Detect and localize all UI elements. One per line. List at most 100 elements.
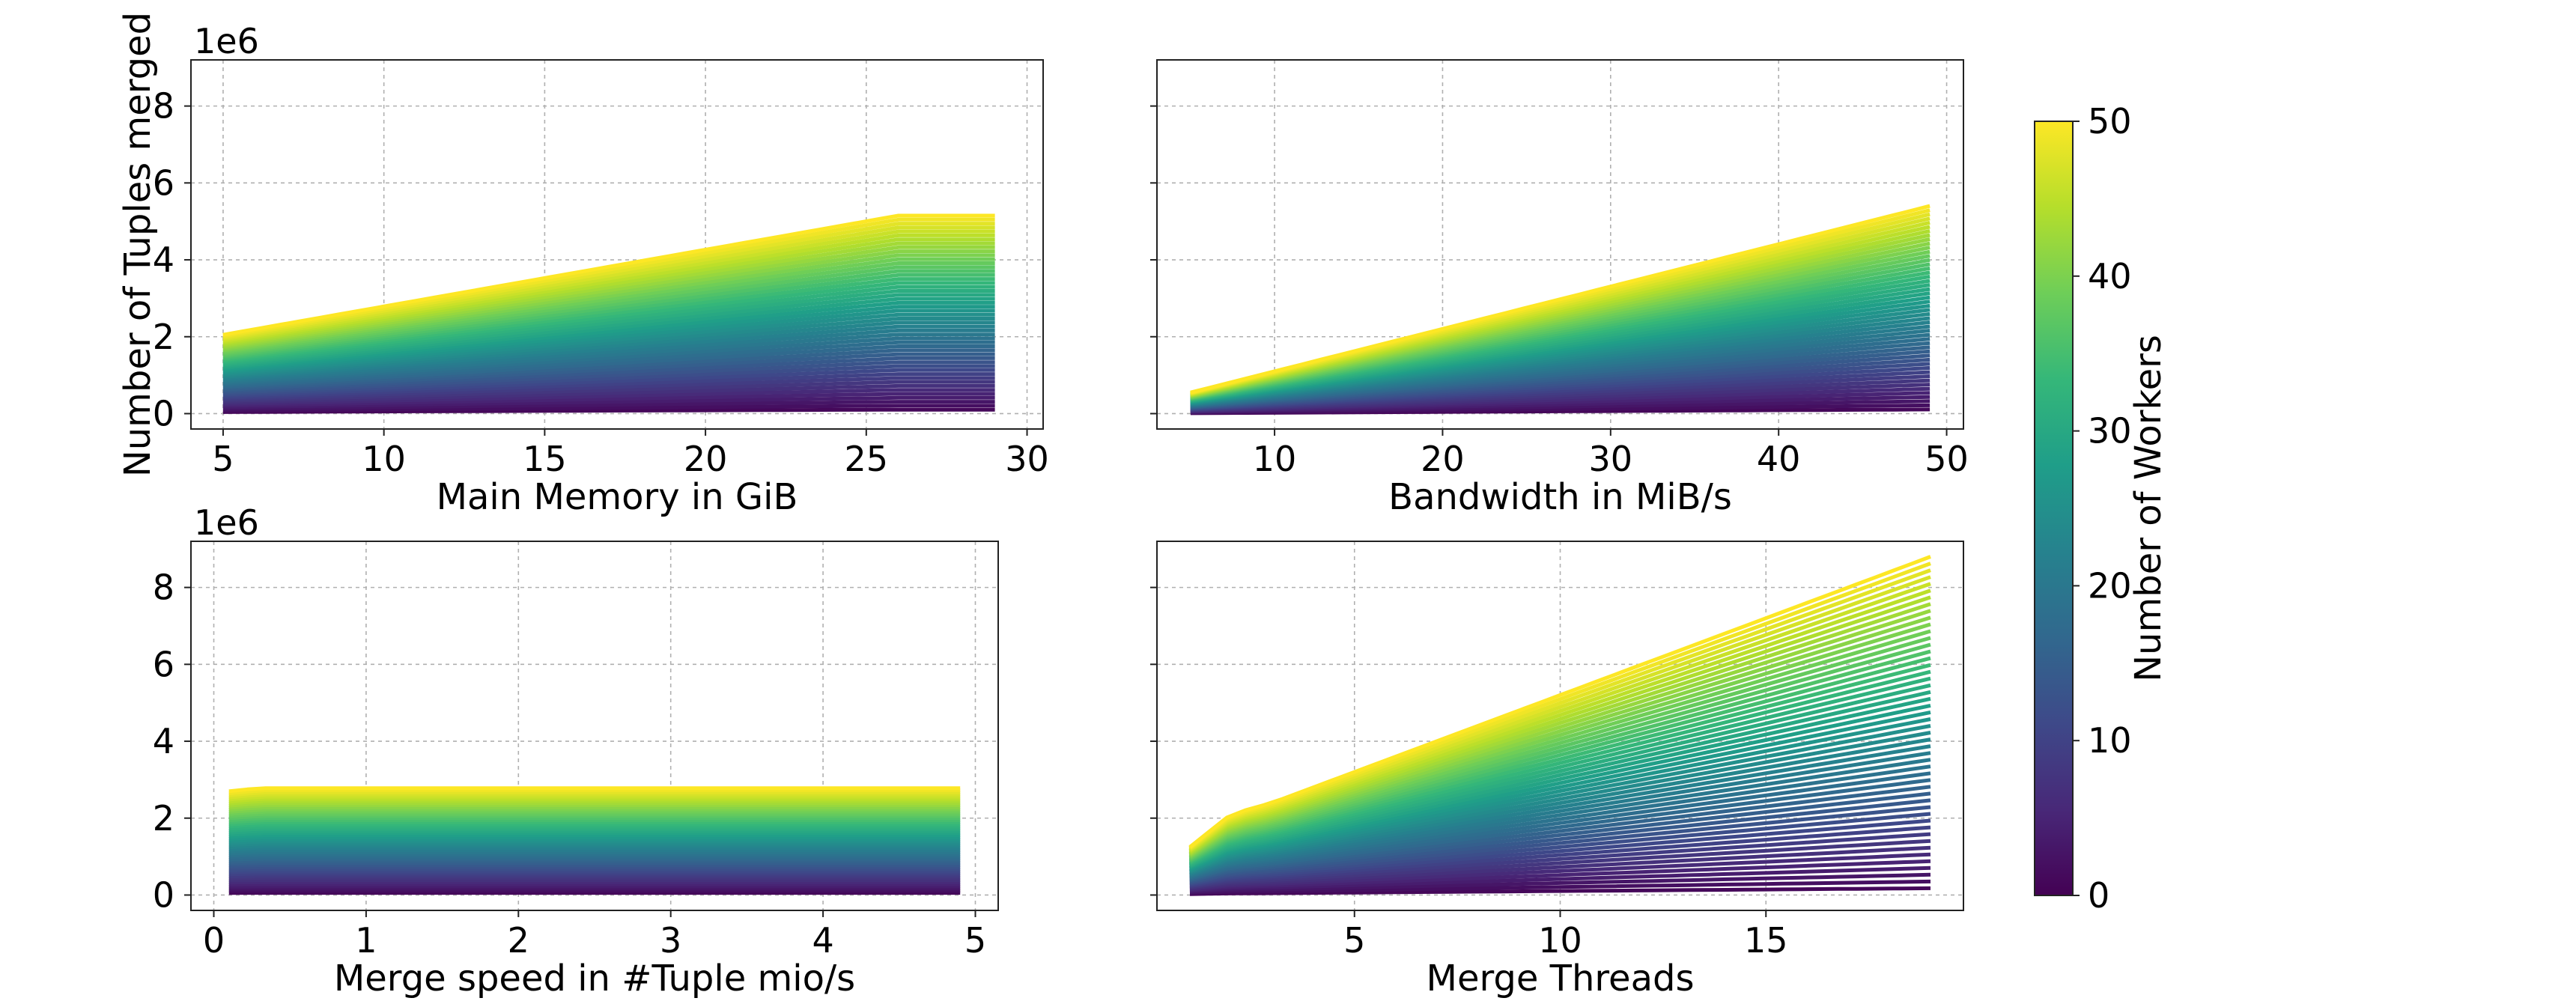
colorbar-label: Number of Workers [2127, 335, 2169, 682]
series-line-workers-4 [1189, 865, 1931, 893]
series-line-workers-15 [228, 861, 961, 866]
series-line-workers-28 [1188, 703, 1931, 870]
x-tick-label: 10 [1253, 439, 1297, 479]
series-line-workers-3 [222, 400, 995, 411]
series-line-workers-23 [228, 844, 961, 850]
series-line-workers-16 [228, 859, 961, 864]
axes-frame [190, 541, 999, 911]
y-tick-label: 2 [153, 317, 174, 357]
y-axis-label: Number of Tuples merged [117, 12, 159, 477]
series-line-workers-31 [228, 827, 961, 833]
series-line-workers-41 [222, 249, 995, 351]
series-line-workers-4 [222, 395, 995, 410]
series-line-workers-36 [228, 816, 961, 823]
series-line-workers-29 [1188, 696, 1931, 869]
series-line-workers-36 [222, 269, 995, 359]
series-line-workers-30 [1188, 690, 1931, 868]
series-line-workers-14 [228, 863, 961, 868]
series-line-workers-14 [222, 356, 995, 394]
series-line-workers-49 [228, 788, 961, 796]
series-line-workers-37 [228, 814, 961, 821]
series-line-workers-32 [228, 824, 961, 831]
series-line-workers-46 [222, 229, 995, 344]
series-line-workers-27 [1189, 710, 1931, 871]
series-line-workers-40 [1188, 622, 1931, 859]
series-line-workers-3 [1189, 872, 1931, 895]
series-line-workers-33 [1188, 669, 1931, 865]
series-line-workers-45 [222, 233, 995, 345]
series-line-workers-34 [228, 820, 961, 827]
x-tick-label: 20 [1421, 439, 1465, 479]
series-line-workers-6 [1189, 852, 1931, 892]
x-tick-label: 40 [1757, 439, 1801, 479]
series-line-workers-1 [1189, 886, 1931, 896]
series-line-workers-43 [222, 241, 995, 348]
x-axis-label: Merge Threads [1427, 958, 1695, 1000]
series-line-workers-26 [1189, 717, 1931, 872]
series-line-workers-8 [228, 876, 961, 880]
x-tick-label: 25 [845, 439, 889, 479]
series-line-workers-43 [228, 801, 961, 808]
series-line-workers-19 [222, 336, 995, 386]
axes-frame [1156, 59, 1964, 430]
axes-frame [190, 59, 1044, 430]
x-tick-label: 15 [523, 439, 567, 479]
series-line-workers-33 [228, 822, 961, 829]
series-line-workers-35 [1188, 656, 1931, 863]
series-line-workers-9 [228, 874, 961, 878]
y-tick-label: 8 [153, 568, 174, 608]
series-line-workers-5 [222, 392, 995, 408]
series-group [1188, 555, 1931, 896]
series-line-workers-42 [228, 803, 961, 810]
y-tick-label: 4 [153, 721, 174, 761]
series-line-workers-12 [228, 867, 961, 872]
x-tick-label: 5 [1343, 920, 1365, 961]
series-line-workers-19 [1189, 764, 1931, 879]
y-offset-label: 1e6 [194, 21, 259, 61]
x-tick-label: 5 [212, 439, 234, 479]
series-line-workers-12 [222, 364, 995, 397]
series-line-workers-35 [222, 273, 995, 361]
series-line-workers-27 [228, 835, 961, 842]
colorbar-tick-label: 10 [2088, 720, 2132, 761]
series-line-workers-11 [228, 869, 961, 874]
series-line-workers-41 [228, 805, 961, 812]
series-line-workers-50 [222, 213, 995, 337]
series-line-workers-17 [1189, 778, 1931, 881]
series-line-workers-46 [228, 794, 961, 802]
y-tick-label: 2 [153, 798, 174, 839]
series-line-workers-28 [228, 833, 961, 839]
x-tick-label: 3 [660, 920, 681, 961]
series-line-workers-19 [228, 852, 961, 858]
colorbar-tick-label: 0 [2088, 875, 2109, 916]
series-line-workers-9 [222, 376, 995, 401]
series-line-workers-48 [228, 790, 961, 797]
series-line-workers-50 [1190, 204, 1931, 395]
series-line-workers-15 [222, 352, 995, 392]
series-line-workers-13 [1189, 805, 1931, 885]
series-line-workers-6 [228, 880, 961, 885]
series-line-workers-18 [222, 340, 995, 388]
series-line-workers-13 [228, 865, 961, 870]
series-line-workers-49 [222, 217, 995, 338]
x-tick-label: 15 [1744, 920, 1788, 961]
y-offset-label: 1e6 [194, 502, 259, 543]
x-tick-label: 2 [508, 920, 529, 961]
series-line-workers-20 [228, 850, 961, 856]
series-line-workers-39 [222, 257, 995, 354]
x-tick-label: 20 [684, 439, 728, 479]
series-line-workers-30 [222, 293, 995, 368]
x-tick-label: 30 [1589, 439, 1633, 479]
series-line-workers-44 [1188, 595, 1931, 855]
series-line-workers-22 [1189, 744, 1931, 876]
series-line-workers-21 [228, 848, 961, 854]
series-line-workers-37 [222, 265, 995, 358]
series-line-workers-10 [1189, 825, 1931, 888]
series-line-workers-32 [222, 285, 995, 365]
series-line-workers-42 [222, 245, 995, 350]
series-line-workers-7 [228, 878, 961, 883]
series-line-workers-14 [1189, 798, 1931, 883]
x-tick-label: 10 [1538, 920, 1582, 961]
series-line-workers-21 [222, 328, 995, 383]
